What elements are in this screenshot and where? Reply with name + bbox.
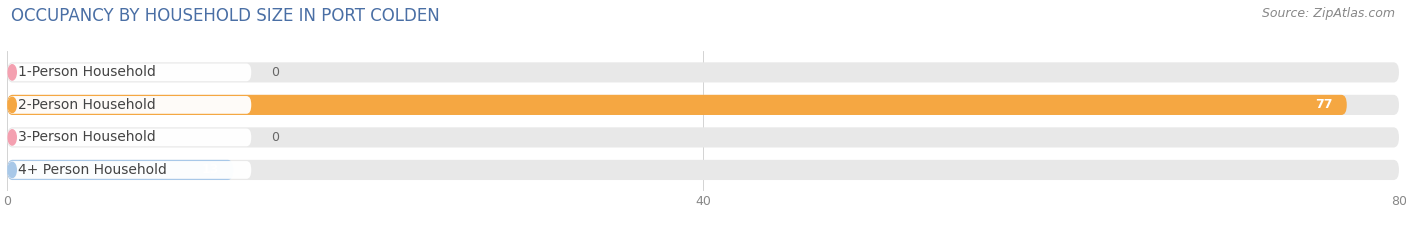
Text: 4+ Person Household: 4+ Person Household	[17, 163, 166, 177]
Circle shape	[8, 65, 17, 80]
Circle shape	[8, 97, 17, 113]
Circle shape	[8, 162, 17, 178]
FancyBboxPatch shape	[7, 160, 233, 180]
Text: 13: 13	[202, 163, 219, 176]
Text: 1-Person Household: 1-Person Household	[17, 65, 156, 79]
Text: 0: 0	[271, 131, 280, 144]
FancyBboxPatch shape	[7, 129, 252, 146]
FancyBboxPatch shape	[7, 95, 1347, 115]
Text: Source: ZipAtlas.com: Source: ZipAtlas.com	[1261, 7, 1395, 20]
FancyBboxPatch shape	[7, 96, 252, 114]
FancyBboxPatch shape	[7, 62, 1399, 82]
FancyBboxPatch shape	[7, 64, 252, 81]
FancyBboxPatch shape	[7, 160, 1399, 180]
FancyBboxPatch shape	[7, 127, 1399, 147]
FancyBboxPatch shape	[7, 95, 1399, 115]
Text: 0: 0	[271, 66, 280, 79]
Text: 2-Person Household: 2-Person Household	[17, 98, 155, 112]
FancyBboxPatch shape	[7, 161, 252, 179]
Text: 77: 77	[1316, 98, 1333, 111]
Text: 3-Person Household: 3-Person Household	[17, 130, 155, 144]
Circle shape	[8, 130, 17, 145]
Text: OCCUPANCY BY HOUSEHOLD SIZE IN PORT COLDEN: OCCUPANCY BY HOUSEHOLD SIZE IN PORT COLD…	[11, 7, 440, 25]
